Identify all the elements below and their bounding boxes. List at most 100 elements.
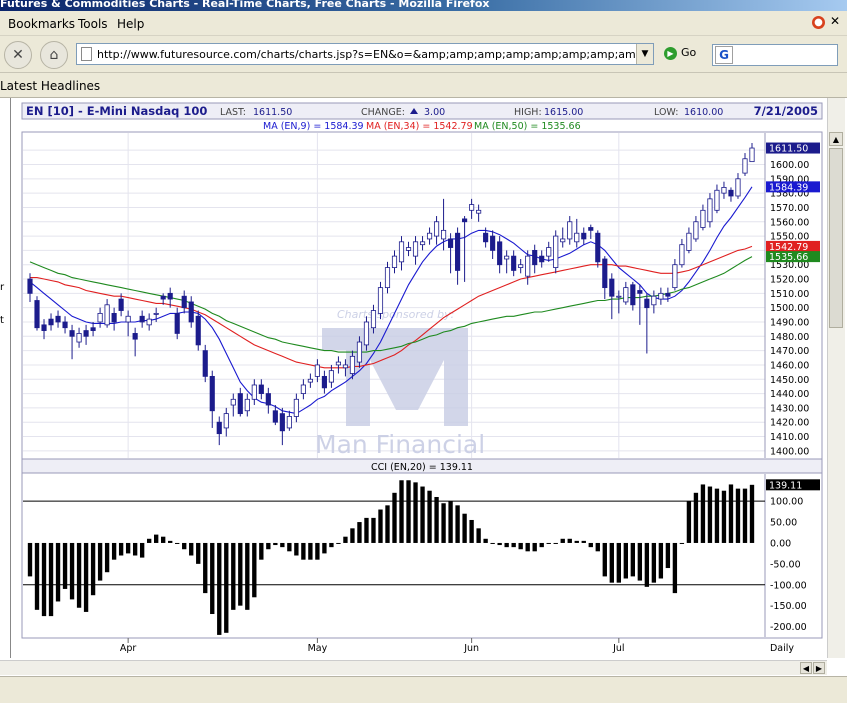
price-tick-label: 1590.00 bbox=[770, 174, 809, 185]
cci-bar bbox=[749, 484, 755, 543]
price-tick-label: 1570.00 bbox=[770, 203, 809, 214]
candle-body bbox=[363, 321, 370, 346]
cci-bar bbox=[553, 542, 558, 544]
stop-button[interactable]: ✕ bbox=[4, 41, 32, 69]
cci-bar bbox=[168, 540, 173, 543]
url-input[interactable] bbox=[97, 46, 635, 62]
bookmark-latest-headlines[interactable]: Latest Headlines bbox=[0, 79, 101, 93]
cci-bar bbox=[700, 484, 706, 543]
cci-bar bbox=[469, 519, 474, 543]
chart-date: 7/21/2005 bbox=[754, 104, 818, 118]
scrollbar-thumb[interactable] bbox=[829, 148, 843, 328]
candle-body bbox=[104, 304, 110, 326]
chart-header-band bbox=[21, 102, 823, 120]
cci-bar bbox=[651, 542, 657, 583]
candle-body bbox=[679, 244, 685, 266]
candle-body bbox=[398, 241, 405, 263]
price-tick-label: 1470.00 bbox=[770, 346, 809, 357]
candle-body bbox=[181, 295, 187, 309]
price-tick-label: 1430.00 bbox=[770, 403, 809, 414]
home-button[interactable]: ⌂ bbox=[40, 41, 68, 69]
cci-bar bbox=[434, 496, 439, 543]
horizontal-scrollbar[interactable]: ◀ ▶ bbox=[0, 660, 827, 675]
change-up-arrow-icon bbox=[410, 108, 418, 114]
menu-tools[interactable]: Tools bbox=[78, 17, 108, 31]
scroll-up-arrow-icon[interactable]: ▲ bbox=[829, 132, 843, 146]
stop-icon: ✕ bbox=[12, 47, 24, 63]
candle-body bbox=[560, 238, 566, 243]
x-axis: Apr May Jun Jul bbox=[120, 638, 625, 654]
candle-body bbox=[525, 255, 531, 277]
cci-bar bbox=[518, 542, 523, 550]
stop-throbber-icon: ● bbox=[812, 16, 825, 29]
candle-body bbox=[588, 227, 594, 231]
candle-body bbox=[623, 287, 629, 303]
cci-bar bbox=[714, 488, 720, 543]
candle-body bbox=[553, 235, 559, 268]
candle-body bbox=[609, 278, 615, 297]
cci-bar bbox=[69, 542, 75, 600]
candle-body bbox=[111, 312, 117, 323]
candle-body bbox=[448, 238, 454, 248]
candle-body bbox=[76, 333, 82, 343]
x-tick-label: May bbox=[308, 643, 328, 654]
candle-body bbox=[244, 398, 250, 412]
sidebar-fragment-text: r bbox=[0, 282, 5, 293]
candle-body bbox=[490, 235, 496, 251]
address-dropdown-button[interactable]: ▼ bbox=[636, 44, 653, 64]
cci-legend: CCI (EN,20) = 139.11 bbox=[371, 462, 473, 473]
cci-bar bbox=[266, 542, 271, 550]
cci-bar bbox=[399, 480, 404, 543]
cci-bar bbox=[560, 538, 565, 543]
candle-body bbox=[314, 364, 320, 377]
search-engine-icon[interactable]: G bbox=[715, 46, 733, 64]
menu-bookmarks[interactable]: Bookmarks bbox=[8, 17, 76, 31]
candle-body bbox=[455, 232, 461, 271]
cci-bar bbox=[504, 542, 509, 548]
candle-body bbox=[504, 255, 510, 260]
candle-body bbox=[707, 198, 713, 223]
candle-body bbox=[195, 315, 201, 346]
price-tick-label: 1420.00 bbox=[770, 418, 809, 429]
close-icon[interactable]: ✕ bbox=[829, 14, 841, 28]
last-value: 1611.50 bbox=[253, 107, 292, 118]
candle-body bbox=[272, 410, 278, 423]
menu-help[interactable]: Help bbox=[117, 17, 145, 31]
candle-body bbox=[405, 247, 412, 251]
candle-body bbox=[118, 298, 124, 311]
candle-body bbox=[328, 370, 334, 383]
go-button[interactable]: ▶ Go bbox=[664, 46, 696, 60]
candle-body bbox=[300, 384, 306, 394]
go-arrow-icon: ▶ bbox=[664, 46, 677, 60]
candle-body bbox=[433, 221, 440, 237]
price-tick-label: 1410.00 bbox=[770, 432, 809, 443]
cci-bar bbox=[588, 542, 593, 548]
scroll-left-arrow-icon[interactable]: ◀ bbox=[800, 662, 812, 674]
address-bar[interactable]: ▼ bbox=[76, 43, 654, 65]
cci-marker-label: 139.11 bbox=[769, 480, 802, 491]
price-tick-label: 1440.00 bbox=[770, 389, 809, 400]
x-tick-label: Jun bbox=[463, 643, 479, 654]
cci-bar bbox=[210, 542, 215, 615]
candle-body bbox=[265, 393, 271, 406]
cci-bar bbox=[154, 534, 159, 543]
cci-bar bbox=[161, 536, 166, 543]
search-box[interactable]: G bbox=[712, 44, 838, 66]
low-value: 1610.00 bbox=[684, 107, 723, 118]
candle-body bbox=[202, 350, 208, 377]
home-icon: ⌂ bbox=[49, 47, 59, 63]
last-label: LAST: bbox=[220, 107, 246, 118]
cci-bar bbox=[83, 542, 89, 612]
cci-bars bbox=[27, 480, 755, 635]
scroll-right-arrow-icon[interactable]: ▶ bbox=[813, 662, 825, 674]
candle-body bbox=[139, 315, 145, 323]
candle-body bbox=[69, 330, 75, 337]
candle-body bbox=[209, 375, 215, 412]
cci-bar bbox=[658, 542, 664, 579]
high-label: HIGH: bbox=[514, 107, 542, 118]
vertical-scrollbar[interactable]: ▲ bbox=[827, 98, 845, 658]
candle-body bbox=[279, 413, 285, 432]
candle-body bbox=[462, 218, 468, 223]
cci-bar bbox=[630, 542, 636, 577]
